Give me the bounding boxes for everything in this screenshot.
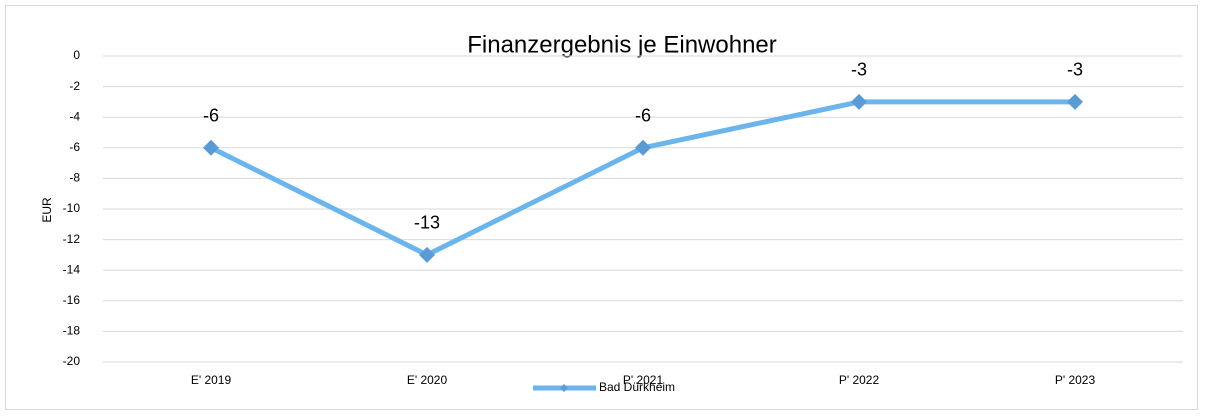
y-tick-label: -18 — [63, 324, 81, 338]
legend-label: Bad Dürkheim — [599, 380, 675, 394]
x-tick-label: P' 2022 — [839, 373, 880, 387]
data-label: -3 — [851, 60, 867, 80]
marker — [635, 139, 651, 156]
y-tick-label: -6 — [69, 140, 80, 154]
marker — [1067, 93, 1083, 110]
x-tick-label: P' 2021 — [623, 373, 664, 387]
marker — [419, 246, 435, 263]
y-tick-label: -12 — [63, 232, 81, 246]
chart-title: Finanzergebnis je Einwohner — [467, 31, 777, 58]
y-tick-label: -8 — [69, 171, 80, 185]
y-tick-label: -10 — [63, 201, 81, 215]
y-tick-label: -4 — [69, 109, 80, 123]
data-label: -6 — [203, 106, 219, 126]
x-tick-label: P' 2023 — [1055, 373, 1096, 387]
y-tick-label: -16 — [63, 293, 81, 307]
y-tick-label: -20 — [63, 354, 81, 368]
data-label: -3 — [1067, 60, 1083, 80]
x-tick-label: E' 2019 — [191, 373, 232, 387]
y-tick-label: -14 — [63, 262, 81, 276]
data-label: -13 — [414, 213, 440, 233]
marker — [203, 139, 219, 156]
y-axis-label: EUR — [40, 197, 54, 223]
x-tick-label: E' 2020 — [407, 373, 448, 387]
data-label: -6 — [635, 106, 651, 126]
chart-frame — [5, 5, 1198, 410]
legend-marker — [560, 384, 568, 392]
y-tick-label: 0 — [73, 48, 80, 62]
y-tick-label: -2 — [69, 79, 80, 93]
marker — [851, 93, 867, 110]
